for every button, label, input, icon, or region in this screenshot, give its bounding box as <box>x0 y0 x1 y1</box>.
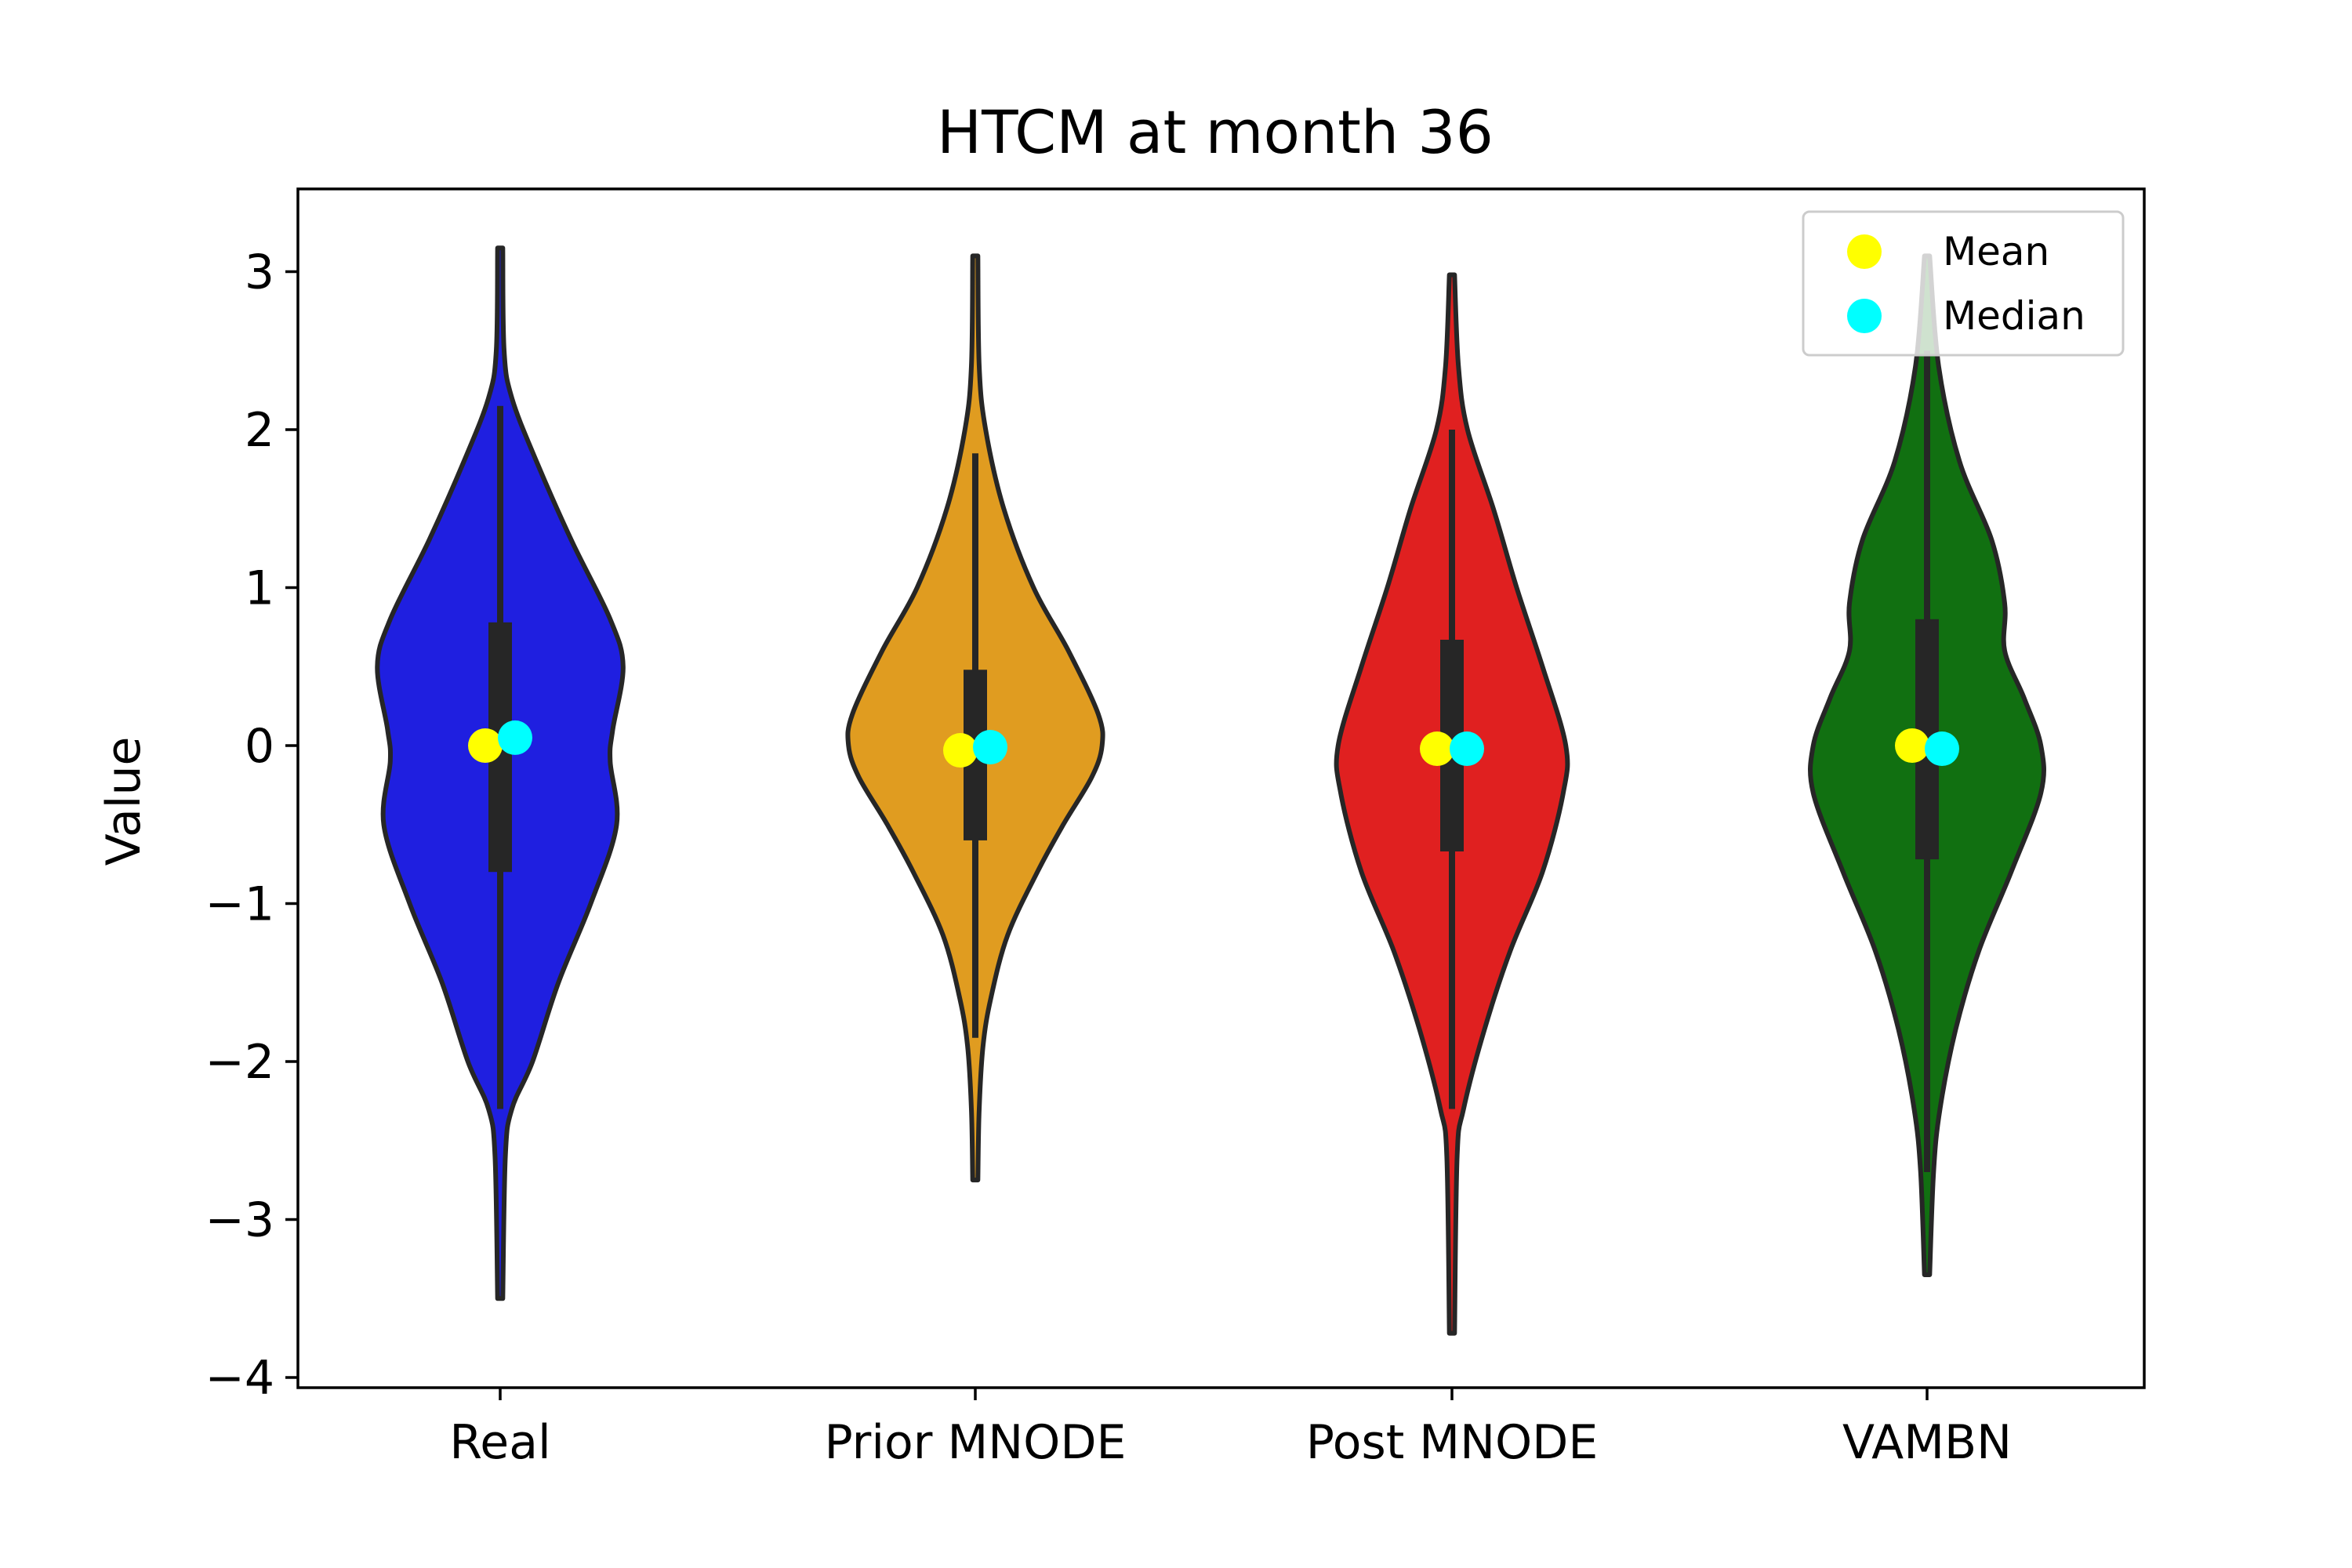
chart-title: HTCM at month 36 <box>937 97 1494 167</box>
violins <box>375 245 2046 1336</box>
y-tick-label: 0 <box>245 719 274 774</box>
mean-marker <box>468 728 503 763</box>
median-marker <box>1450 731 1484 767</box>
x-tick-label: Prior MNODE <box>825 1415 1127 1470</box>
y-tick-label: −1 <box>205 877 274 932</box>
plot-frame <box>296 187 2146 1389</box>
x-tick-label: VAMBN <box>1842 1415 2012 1470</box>
y-tick-label: 1 <box>245 561 274 616</box>
median-marker <box>973 730 1007 765</box>
x-tick-label: Real <box>449 1415 550 1470</box>
legend: Mean Median <box>1802 210 2125 357</box>
y-axis-label: Value <box>96 737 151 866</box>
legend-label-mean: Mean <box>1943 229 2049 274</box>
x-axis: Real Prior MNODE Post MNODE VAMBN <box>449 1388 2012 1470</box>
y-tick-label: −2 <box>205 1035 274 1090</box>
legend-box <box>1802 210 2125 357</box>
y-axis: 3 2 1 0 −1 −2 −3 −4 <box>205 245 298 1406</box>
violin-post-mnode <box>1334 272 1570 1336</box>
mean-marker <box>943 733 978 768</box>
legend-marker-median <box>1847 299 1882 333</box>
mean-marker <box>1420 731 1454 767</box>
x-tick-label: Post MNODE <box>1306 1415 1599 1470</box>
y-tick-label: −3 <box>205 1193 274 1248</box>
y-tick-label: 3 <box>245 245 274 300</box>
median-marker <box>498 720 532 755</box>
violin-vambn <box>1808 253 2046 1277</box>
legend-label-median: Median <box>1943 293 2085 339</box>
mean-marker <box>1895 728 1929 763</box>
violin-prior-mnode <box>845 253 1105 1183</box>
violin-real <box>375 245 626 1301</box>
y-tick-label: −4 <box>205 1351 274 1406</box>
legend-marker-mean <box>1847 234 1882 269</box>
median-marker <box>1925 731 1959 767</box>
y-tick-label: 2 <box>245 403 274 458</box>
